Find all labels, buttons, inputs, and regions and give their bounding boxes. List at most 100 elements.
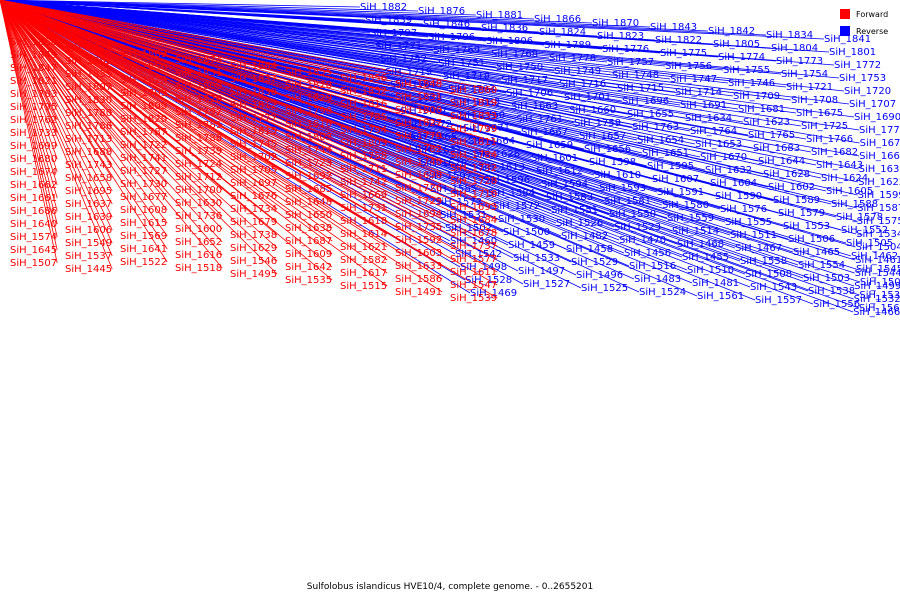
connector-line	[0, 0, 113, 192]
connector-line	[0, 0, 860, 296]
gene-label: SiH_1789	[544, 40, 591, 51]
gene-label: SiH_1527	[523, 279, 570, 290]
gene-label: SiH_1504	[856, 242, 900, 253]
gene-label: SiH_1462	[851, 251, 898, 262]
gene-label: SiH_1847	[10, 63, 57, 74]
gene-label: SiH_1557	[755, 295, 802, 306]
connector-line	[0, 0, 498, 208]
gene-label: SiH_1580	[662, 200, 709, 211]
gene-label: SiH_1876	[418, 6, 465, 17]
gene-label: SiH_1675	[796, 108, 843, 119]
connector-line	[0, 0, 443, 111]
connector-line	[0, 0, 333, 229]
gene-label: SiH_1498	[460, 262, 507, 273]
gene-label: SiH_1800	[395, 105, 442, 116]
gene-label: SiH_1652	[175, 237, 222, 248]
connector-line	[0, 0, 58, 160]
connector-line	[0, 0, 830, 53]
gene-label: SiH_1593	[599, 183, 646, 194]
gene-label: SiH_1542	[455, 249, 502, 260]
gene-label: SiH_1590	[715, 191, 762, 202]
gene-label: SiH_1833	[450, 111, 497, 122]
gene-label: SiH_1505	[846, 238, 893, 249]
connector-line	[0, 0, 498, 130]
gene-label: SiH_1770	[859, 125, 900, 136]
gene-label: SiH_1525	[581, 283, 628, 294]
gene-label: SiH_1623	[743, 117, 790, 128]
gene-label: SiH_1531	[440, 210, 487, 221]
gene-label: SiH_1495	[230, 269, 277, 280]
gene-label: SiH_1702	[230, 152, 277, 163]
gene-label: SiH_1673	[860, 138, 900, 149]
gene-label: SiH_1716	[559, 79, 606, 90]
gene-label: SiH_1650	[285, 210, 332, 221]
gene-label: SiH_1636	[859, 164, 900, 175]
gene-label: SiH_1607	[652, 174, 699, 185]
gene-label: SiH_1737	[450, 241, 497, 252]
gene-label: SiH_1648	[285, 197, 332, 208]
gene-label: SiH_1620	[420, 158, 467, 169]
gene-label: SiH_1628	[763, 169, 810, 180]
connector-line	[0, 0, 333, 255]
gene-label: SiH_1830	[65, 95, 112, 106]
gene-label: SiH_1739	[175, 146, 222, 157]
gene-label: SiH_1777	[230, 113, 277, 124]
gene-label: SiH_1808	[175, 81, 222, 92]
gene-label: SiH_1533	[513, 253, 560, 264]
gene-label: SiH_1536	[859, 290, 900, 301]
gene-label: SiH_1482	[561, 231, 608, 242]
gene-label: SiH_1529	[571, 257, 618, 268]
gene-label: SiH_1642	[285, 262, 332, 273]
gene-label: SiH_1585	[430, 184, 477, 195]
gene-label: SiH_1850	[120, 62, 167, 73]
connector-line	[0, 0, 223, 256]
connector-line	[0, 0, 443, 228]
gene-label: SiH_1581	[604, 196, 651, 207]
gene-label: SiH_1511	[730, 230, 777, 241]
gene-label: SiH_1630	[175, 198, 222, 209]
connector-line	[0, 0, 825, 40]
gene-label: SiH_1553	[783, 221, 830, 232]
gene-label: SiH_1502	[445, 223, 492, 234]
connector-line	[0, 0, 498, 169]
gene-label: SiH_1668	[453, 97, 500, 108]
gene-label: SiH_1715	[617, 83, 664, 94]
gene-label: SiH_1720	[844, 86, 891, 97]
gene-label: SiH_1483	[634, 274, 681, 285]
gene-label: SiH_1569	[120, 231, 167, 242]
gene-label: SiH_1781	[175, 120, 222, 131]
gene-label: SiH_1572	[493, 201, 540, 212]
gene-label: SiH_1778	[549, 53, 596, 64]
gene-label: SiH_1684	[450, 215, 497, 226]
gene-label: SiH_1518	[175, 263, 222, 274]
gene-label: SiH_1651	[642, 148, 689, 159]
gene-label: SiH_1549	[65, 238, 112, 249]
gene-label: SiH_1601	[531, 153, 578, 164]
connector-line	[0, 0, 498, 195]
gene-label: SiH_1866	[534, 14, 581, 25]
gene-label: SiH_1526	[556, 218, 603, 229]
gene-label: SiH_1768	[491, 49, 538, 60]
gene-label: SiH_1596	[483, 175, 530, 186]
gene-label: SiH_1688	[65, 147, 112, 158]
gene-label: SiH_1683	[753, 143, 800, 154]
gene-label: SiH_1586	[395, 274, 442, 285]
gene-label: SiH_1724	[175, 159, 222, 170]
gene-label: SiH_1829	[285, 93, 332, 104]
gene-label: SiH_1758	[340, 151, 387, 162]
legend-label-forward: Forward	[856, 10, 888, 19]
gene-label: SiH_1864	[230, 61, 277, 72]
gene-label: SiH_1551	[551, 205, 598, 216]
connector-line	[0, 0, 498, 117]
legend-label-reverse: Reverse	[856, 27, 888, 36]
gene-label: SiH_1750	[496, 62, 543, 73]
connector-line	[0, 0, 443, 189]
gene-label: SiH_1524	[639, 287, 686, 298]
gene-label: SiH_1606	[65, 225, 112, 236]
gene-label: SiH_1693	[450, 202, 497, 213]
gene-label: SiH_1855	[285, 67, 332, 78]
gene-label: SiH_1554	[798, 260, 845, 271]
gene-label: SiH_1771	[375, 41, 422, 52]
gene-label: SiH_1556	[813, 299, 860, 310]
